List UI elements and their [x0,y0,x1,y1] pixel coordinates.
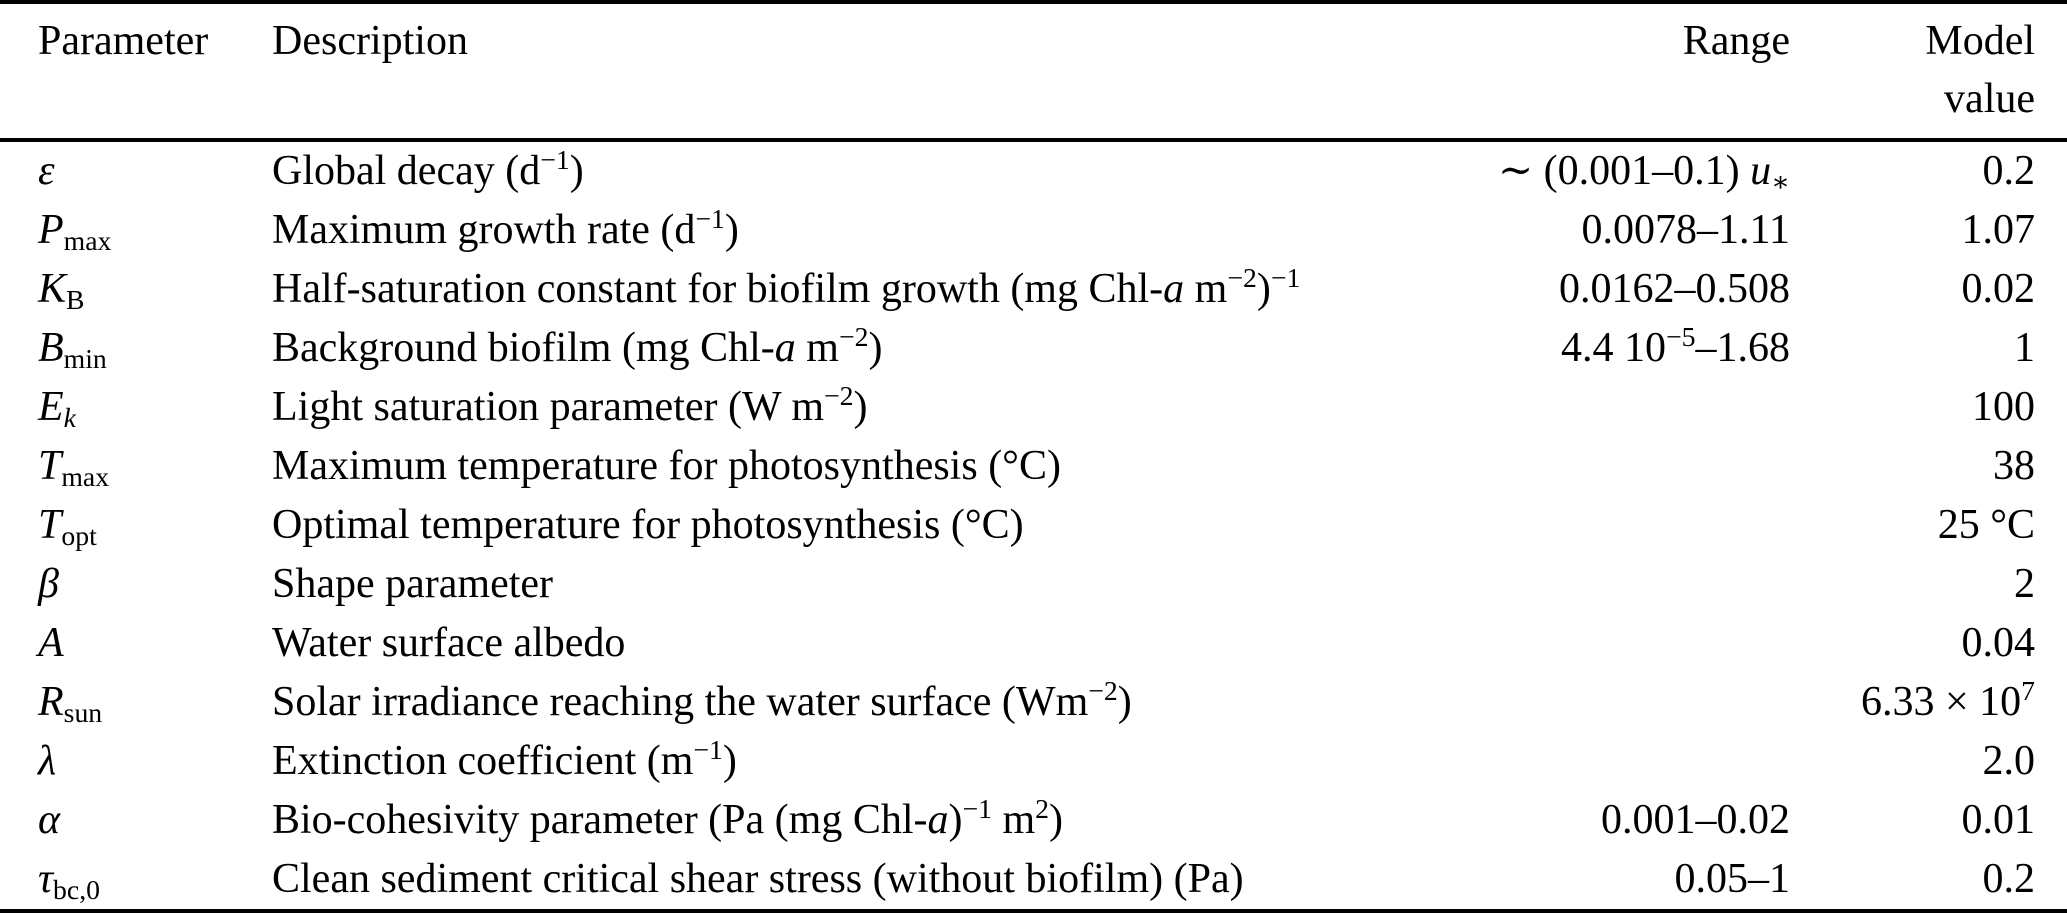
parameter-cell: Tmax [38,443,110,493]
parameter-cell: β [38,561,59,608]
parameter-cell: λ [38,738,57,785]
range-cell: 0.001–0.02 [1601,797,1790,844]
table-row: λ Extinction coefficient (m−1) 2.0 [0,732,2067,791]
table-header: Parameter Description Range Model value [0,2,2067,142]
range-cell: 0.05–1 [1674,856,1791,903]
range-cell: 0.0162–0.508 [1559,266,1790,313]
parameter-cell: τbc,0 [38,856,100,906]
range-cell [1290,378,1790,437]
description-cell: Clean sediment critical shear stress (wi… [272,856,1244,903]
table-row: Tmax Maximum temperature for photosynthes… [0,437,2067,496]
description-cell: Maximum temperature for photosynthesis (… [272,443,1061,490]
table-row: ε Global decay (d−1) ∼ (0.001–0.1) u∗ 0.2 [0,140,2067,201]
header-description: Description [272,2,1290,142]
model-value-cell: 0.2 [1982,856,2036,903]
model-value-cell: 6.33 × 107 [1860,675,2035,726]
range-cell [1290,437,1790,496]
header-model-value-label: Model value [1925,18,2035,122]
model-value-cell: 2.0 [1982,738,2036,785]
description-cell: Extinction coefficient (m−1) [272,734,737,785]
range-cell: 4.4 10−5–1.68 [1561,321,1790,372]
model-value-cell: 0.2 [1982,148,2036,195]
parameter-cell: Rsun [38,679,103,729]
model-value-cell: 25 °C [1937,502,2035,549]
range-cell [1290,614,1790,673]
description-cell: Maximum growth rate (d−1) [272,203,739,254]
table-row: KB Half-saturation constant for biofilm g… [0,260,2067,319]
model-value-cell: 2 [2014,561,2035,608]
description-cell: Optimal temperature for photosynthesis (… [272,502,1024,549]
table-row: Rsun Solar irradiance reaching the water … [0,673,2067,732]
header-row: Parameter Description Range Model value [0,2,2067,142]
range-cell [1290,555,1790,614]
table-row: Ek Light saturation parameter (W m−2) 100 [0,378,2067,437]
parameter-cell: A [38,620,64,667]
range-cell: 0.0078–1.11 [1581,207,1790,254]
parameter-cell: ε [38,148,55,195]
parameter-cell: Topt [38,502,97,552]
table-row: A Water surface albedo 0.04 [0,614,2067,673]
description-cell: Global decay (d−1) [272,144,584,195]
parameter-cell: Bmin [38,325,107,375]
table-row: β Shape parameter 2 [0,555,2067,614]
description-cell: Water surface albedo [272,620,626,667]
range-cell [1290,496,1790,555]
model-value-cell: 0.02 [1961,266,2036,313]
range-cell: ∼ (0.001–0.1) u∗ [1497,148,1790,198]
parameter-cell: Ek [38,384,76,434]
table-body: ε Global decay (d−1) ∼ (0.001–0.1) u∗ 0.2 Pm… [0,140,2067,911]
model-value-cell: 38 [1993,443,2035,490]
description-cell: Solar irradiance reaching the water surf… [272,675,1132,726]
header-parameter: Parameter [0,2,272,142]
range-cell [1290,732,1790,791]
table-row: Pmax Maximum growth rate (d−1) 0.0078–1.11… [0,201,2067,260]
parameter-cell: α [38,797,61,844]
parameter-cell: KB [38,266,85,316]
model-value-cell: 1.07 [1961,207,2036,254]
header-range: Range [1290,2,1790,142]
description-cell: Light saturation parameter (W m−2) [272,380,868,431]
description-cell: Half-saturation constant for biofilm gro… [272,262,1301,313]
description-cell: Background biofilm (mg Chl-a m−2) [272,321,883,372]
parameter-cell: Pmax [38,207,112,257]
table-row: α Bio-cohesivity parameter (Pa (mg Chl-a)… [0,791,2067,850]
description-cell: Shape parameter [272,561,554,608]
model-value-cell: 100 [1972,384,2035,431]
description-cell: Bio-cohesivity parameter (Pa (mg Chl-a)−… [272,793,1064,844]
model-value-cell: 0.04 [1961,620,2036,667]
table-row: τbc,0 Clean sediment critical shear stres… [0,850,2067,911]
table-row: Topt Optimal temperature for photosynthes… [0,496,2067,555]
header-model-value: Model value [1790,2,2067,142]
model-value-cell: 1 [2014,325,2035,372]
table-row: Bmin Background biofilm (mg Chl-a m−2) 4.4… [0,319,2067,378]
model-value-cell: 0.01 [1961,797,2036,844]
range-cell [1290,673,1790,732]
